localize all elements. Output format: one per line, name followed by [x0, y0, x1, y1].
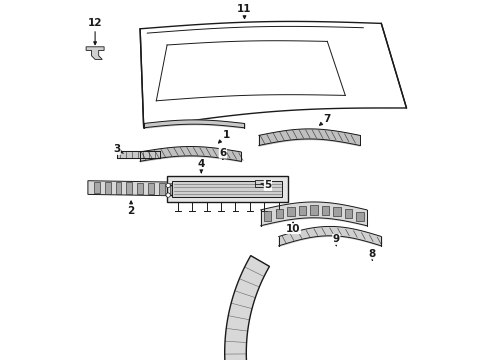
Text: 12: 12 — [88, 18, 102, 45]
Text: 9: 9 — [332, 234, 339, 246]
Bar — [333, 207, 340, 216]
Bar — [356, 212, 363, 221]
Bar — [191, 184, 197, 195]
Bar — [254, 180, 270, 187]
Bar — [169, 183, 175, 195]
Bar — [104, 182, 110, 194]
Bar — [275, 209, 283, 218]
Polygon shape — [140, 22, 406, 128]
Text: 7: 7 — [319, 114, 330, 125]
Text: 1: 1 — [218, 130, 230, 143]
Bar — [321, 206, 328, 215]
Bar — [298, 206, 305, 215]
Text: 5: 5 — [261, 180, 271, 190]
Bar — [310, 205, 317, 215]
Bar — [264, 211, 271, 221]
Polygon shape — [86, 47, 104, 59]
Polygon shape — [224, 256, 269, 360]
Bar — [148, 183, 153, 194]
Text: 8: 8 — [368, 249, 375, 260]
Bar — [344, 209, 351, 219]
Circle shape — [166, 183, 170, 188]
Bar — [126, 183, 132, 194]
Bar — [137, 183, 142, 194]
Polygon shape — [88, 181, 199, 196]
Text: 6: 6 — [219, 148, 226, 159]
Bar — [172, 181, 282, 197]
Bar — [94, 182, 100, 193]
Text: 3: 3 — [113, 144, 123, 154]
Bar — [287, 207, 294, 216]
Text: 11: 11 — [237, 4, 251, 19]
Bar — [180, 183, 186, 195]
Bar — [115, 182, 121, 194]
Bar — [159, 183, 164, 194]
Text: 2: 2 — [127, 201, 135, 216]
Text: 4: 4 — [197, 159, 204, 172]
FancyBboxPatch shape — [167, 176, 287, 202]
Circle shape — [166, 193, 170, 197]
Text: 10: 10 — [285, 222, 300, 234]
